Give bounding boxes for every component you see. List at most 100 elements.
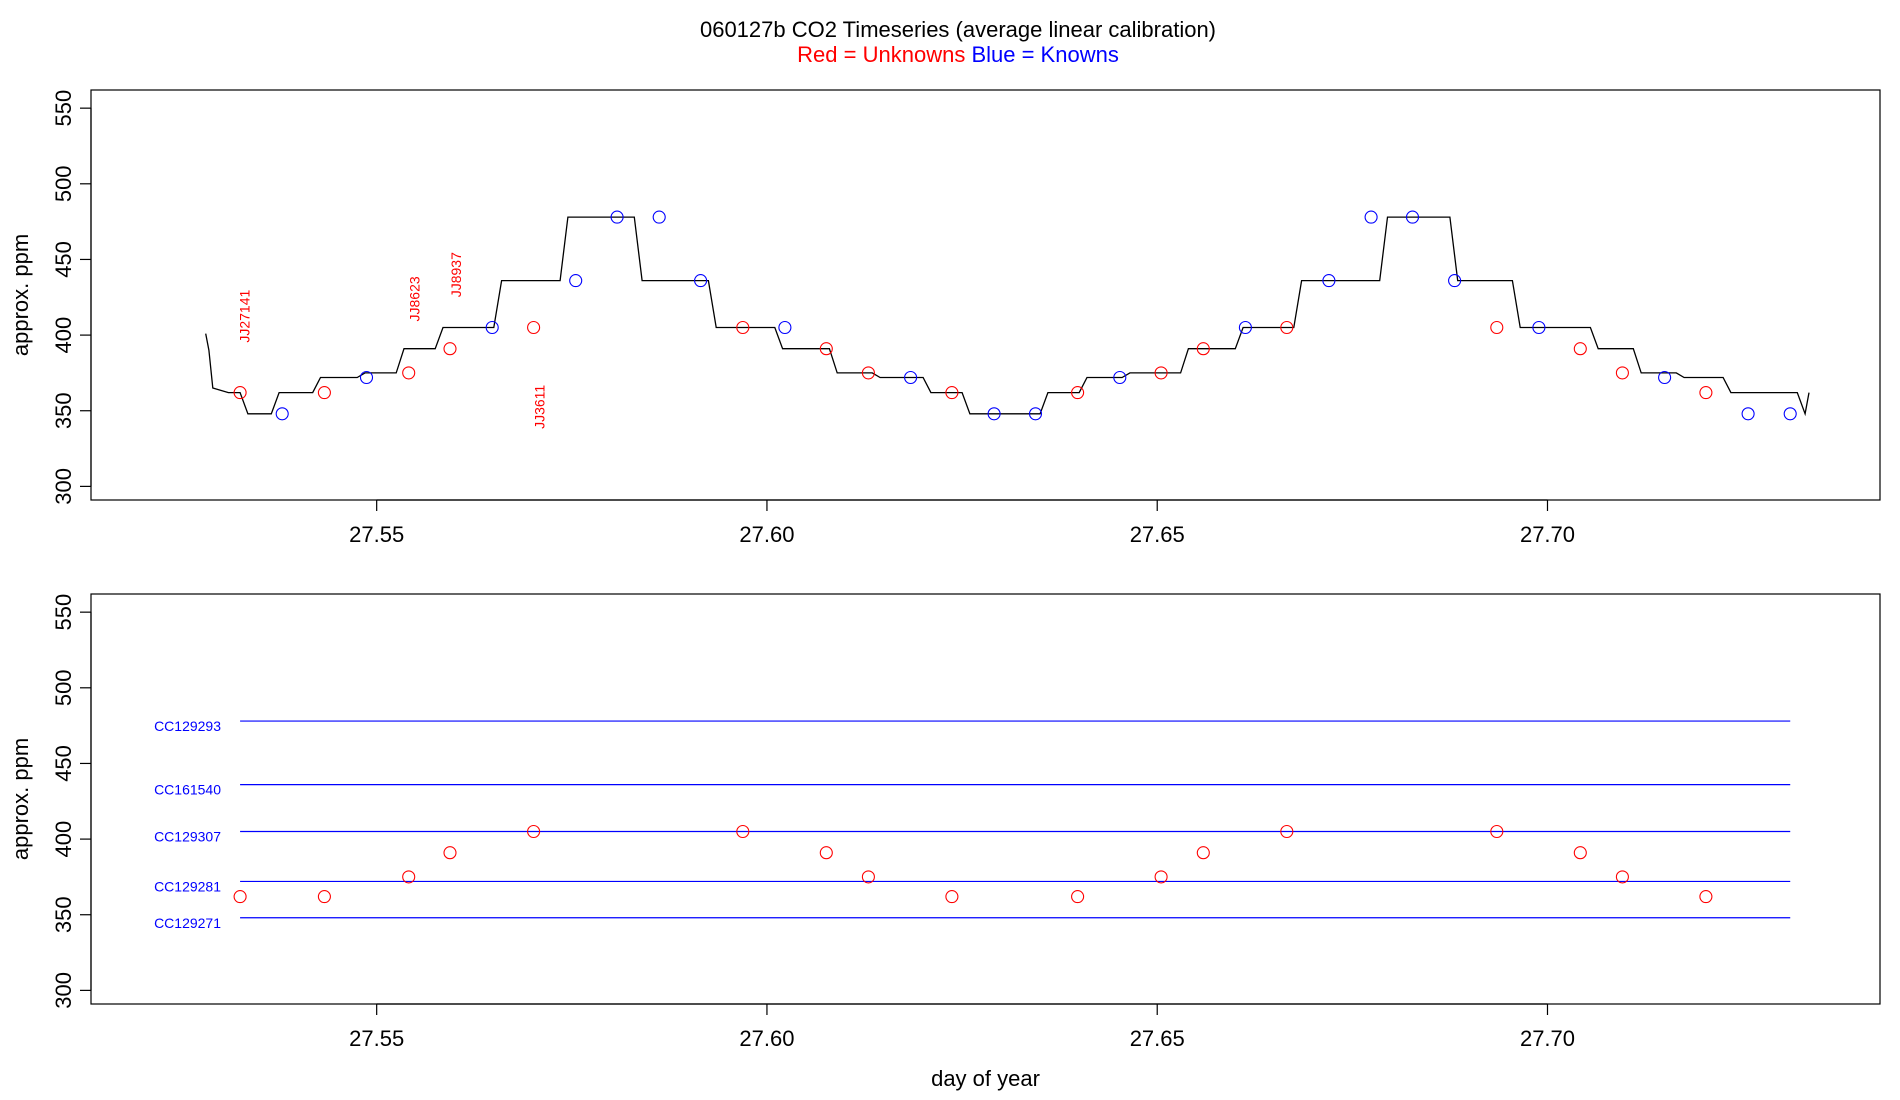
x-tick-label: 27.70 xyxy=(1520,1026,1575,1051)
y-tick-label: 300 xyxy=(51,972,76,1009)
plot-frame xyxy=(90,89,1881,501)
y-tick-label: 500 xyxy=(51,669,76,706)
unknowns-point xyxy=(402,366,416,380)
knowns-point xyxy=(694,274,708,288)
unknowns-point xyxy=(861,366,875,380)
unknowns-point xyxy=(819,846,833,860)
y-tick-label: 450 xyxy=(51,745,76,782)
y-tick-label: 350 xyxy=(51,392,76,429)
unknowns-point xyxy=(1699,890,1713,904)
knowns-point xyxy=(1364,210,1378,224)
knowns-point xyxy=(610,210,624,224)
unknowns-point xyxy=(736,320,750,335)
unknowns-point xyxy=(1490,824,1504,839)
reference-line-label: CC129271 xyxy=(154,915,221,931)
y-tick-label: 300 xyxy=(51,468,76,505)
unknowns-point xyxy=(317,386,331,400)
unknowns-point xyxy=(736,824,750,839)
x-tick-label: 27.55 xyxy=(349,1026,404,1051)
knowns-point xyxy=(652,210,666,224)
unknowns-point xyxy=(1071,386,1085,400)
y-axis-label: approx. ppm xyxy=(8,738,33,860)
knowns-point xyxy=(1448,274,1462,288)
y-tick-label: 400 xyxy=(51,821,76,858)
sample-annotation: JJ8623 xyxy=(407,276,423,321)
knowns-point xyxy=(569,274,583,288)
knowns-point xyxy=(1532,320,1546,335)
knowns-point xyxy=(359,370,374,385)
unknowns-point xyxy=(1280,320,1294,335)
knowns-point xyxy=(904,370,918,385)
y-tick-label: 550 xyxy=(51,594,76,631)
reference-line-label: CC161540 xyxy=(154,782,221,798)
y-axis: 300 350 400 450 500 550 approx. ppm xyxy=(8,90,92,505)
unknowns-point xyxy=(945,890,959,904)
x-tick-label: 27.60 xyxy=(739,1026,794,1051)
knowns-point xyxy=(1113,370,1127,385)
sample-annotation: JJ3611 xyxy=(531,385,547,429)
y-tick-label: 400 xyxy=(51,317,76,354)
knowns-point xyxy=(1405,210,1420,224)
knowns-point xyxy=(1238,320,1252,335)
legend-knowns: Blue = Knowns xyxy=(971,42,1118,67)
reference-line-label: CC129281 xyxy=(154,878,221,894)
unknowns-point xyxy=(1071,890,1085,904)
unknowns-point xyxy=(1615,366,1629,380)
unknowns-point xyxy=(1196,342,1210,356)
reference-line-label: CC129293 xyxy=(154,718,221,734)
y-axis: 300 350 400 450 500 550 approx. ppm xyxy=(8,594,92,1009)
knowns-point xyxy=(485,320,499,335)
legend-unknowns: Red = Unknowns xyxy=(797,42,965,67)
knowns-point xyxy=(1028,407,1043,421)
unknowns-point xyxy=(233,890,247,904)
y-tick-label: 500 xyxy=(51,165,76,202)
reference-line-label: CC129307 xyxy=(154,829,221,845)
figure-title: 060127b CO2 Timeseries (average linear c… xyxy=(700,17,1216,42)
sample-annotation: JJ27141 xyxy=(236,290,252,343)
knowns-point xyxy=(1322,274,1336,288)
knowns-point xyxy=(1783,407,1797,421)
x-tick-label: 27.70 xyxy=(1520,522,1575,547)
x-axis: 27.55 27.60 27.65 27.70 xyxy=(349,499,1575,547)
sample-annotation: JJ8937 xyxy=(448,252,464,297)
unknowns-point xyxy=(1154,870,1168,884)
unknowns-point xyxy=(1573,342,1587,356)
plot-frame xyxy=(90,593,1881,1005)
x-tick-label: 27.60 xyxy=(739,522,794,547)
unknowns-point xyxy=(861,870,875,884)
knowns-point xyxy=(778,320,792,335)
unknowns-point xyxy=(1573,846,1587,860)
x-axis: 27.55 27.60 27.65 27.70 day of year xyxy=(349,1003,1575,1091)
unknowns-point xyxy=(233,386,247,400)
unknowns-point xyxy=(1196,846,1210,860)
unknowns-point xyxy=(1490,320,1504,335)
unknowns-point xyxy=(819,342,833,356)
y-axis-label: approx. ppm xyxy=(8,234,33,356)
x-axis-label: day of year xyxy=(931,1066,1040,1091)
figure-legend: Red = Unknowns Blue = Knowns xyxy=(797,42,1119,67)
unknowns-point xyxy=(1154,366,1168,380)
y-tick-label: 350 xyxy=(51,896,76,933)
unknowns-point xyxy=(1280,824,1294,839)
x-tick-label: 27.65 xyxy=(1130,1026,1185,1051)
unknowns-point xyxy=(402,870,416,884)
x-tick-label: 27.55 xyxy=(349,522,404,547)
unknowns-point xyxy=(527,824,541,839)
unknowns-point xyxy=(945,386,959,400)
knowns-point xyxy=(1741,407,1755,421)
y-tick-label: 550 xyxy=(51,90,76,127)
knowns-point xyxy=(987,407,1001,421)
unknowns-point xyxy=(527,320,541,335)
unknowns-point xyxy=(1699,386,1713,400)
x-tick-label: 27.65 xyxy=(1130,522,1185,547)
unknowns-point xyxy=(443,342,457,356)
knowns-point xyxy=(275,407,289,421)
co2-timeseries-line xyxy=(205,216,1810,417)
y-tick-label: 450 xyxy=(51,241,76,278)
unknowns-point xyxy=(443,846,457,860)
knowns-point xyxy=(1658,370,1672,385)
unknowns-point xyxy=(1615,870,1629,884)
